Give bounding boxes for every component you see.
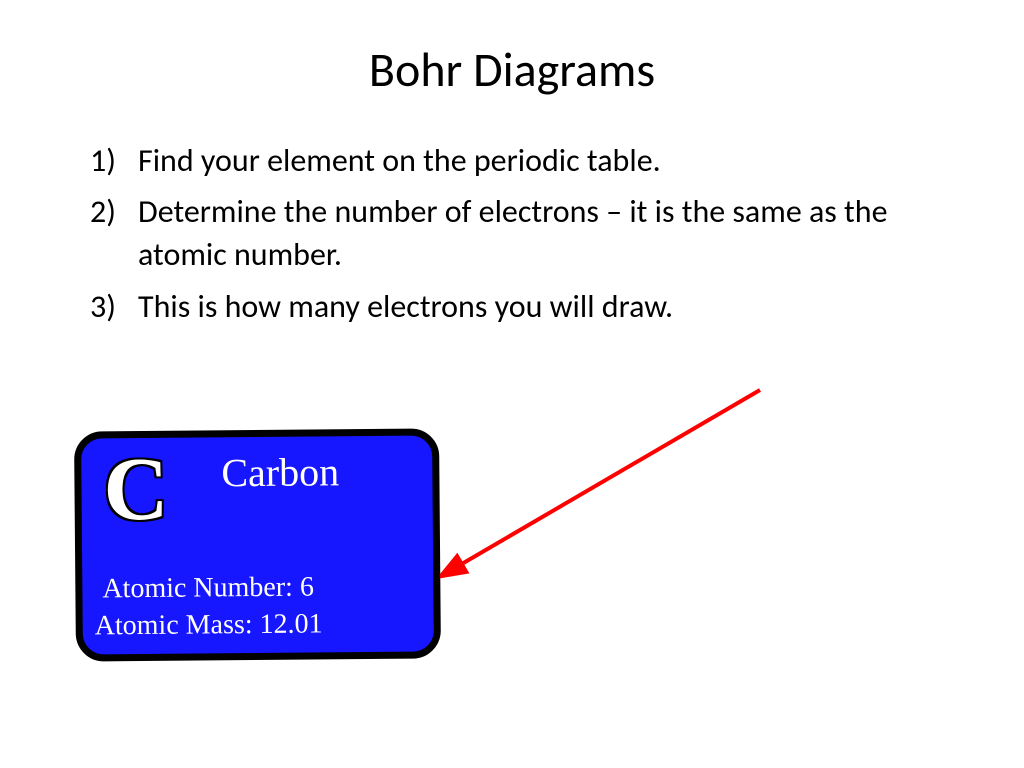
steps-list: 1) Find your element on the periodic tab… [50, 139, 974, 328]
item-number: 2) [90, 190, 116, 233]
item-number: 1) [90, 139, 116, 182]
atomic-mass-label: Atomic Mass: 12.01 [95, 608, 323, 642]
item-number: 3) [90, 285, 116, 328]
item-text: This is how many electrons you will draw… [138, 287, 673, 326]
element-name: Carbon [221, 448, 339, 496]
list-item: 1) Find your element on the periodic tab… [90, 139, 974, 182]
page-title: Bohr Diagrams [50, 40, 974, 99]
atomic-number-label: Atomic Number: 6 [102, 572, 314, 606]
item-text: Find your element on the periodic table. [138, 141, 661, 180]
list-item: 3) This is how many electrons you will d… [90, 285, 974, 328]
slide: Bohr Diagrams 1) Find your element on th… [0, 0, 1024, 768]
element-card: C Carbon Atomic Number: 6 Atomic Mass: 1… [74, 428, 441, 661]
item-text: Determine the number of electrons – it i… [138, 192, 888, 274]
arrow-icon [440, 370, 790, 600]
list-item: 2) Determine the number of electrons – i… [90, 190, 974, 276]
element-symbol: C [103, 438, 169, 542]
